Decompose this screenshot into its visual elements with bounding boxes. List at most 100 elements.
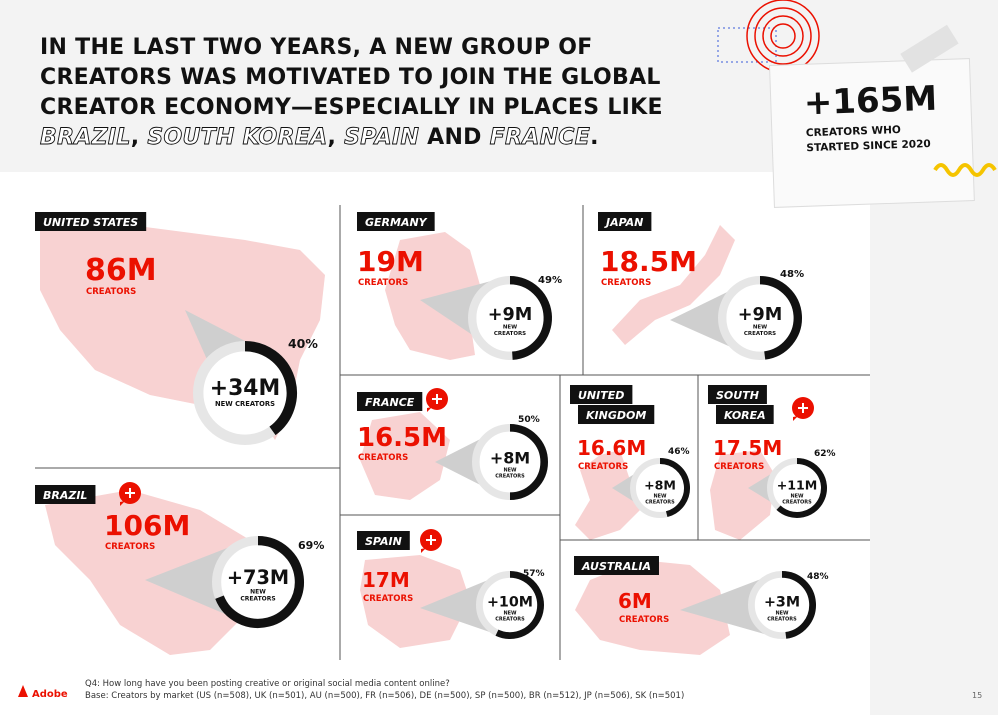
creators-label: CREATORS <box>601 278 651 288</box>
new-creators-value: +73M <box>227 566 289 589</box>
new-creators-label: CREATORS <box>240 596 275 603</box>
creators-label: CREATORS <box>363 594 413 604</box>
title-line: CREATOR ECONOMY—ESPECIALLY IN PLACES LIK… <box>40 95 663 120</box>
title-text: . <box>590 125 599 150</box>
new-creators-value: +8M <box>490 449 530 468</box>
name-box <box>716 405 774 424</box>
name-box <box>357 392 423 411</box>
share-label: 40% <box>288 336 318 351</box>
creators-value: 17M <box>362 568 410 592</box>
creators-label: CREATORS <box>105 542 155 552</box>
new-creators-label: NEW <box>250 589 266 596</box>
name-box <box>708 385 767 404</box>
donut-arc <box>659 458 690 518</box>
dividers <box>35 205 870 660</box>
creators-label: CREATORS <box>358 453 408 463</box>
plus-icon <box>421 548 426 553</box>
new-creators-label: CREATORS <box>744 331 776 337</box>
page-number: 15 <box>972 691 982 700</box>
new-creators-label: CREATORS <box>495 474 525 480</box>
new-creators-label: CREATORS <box>495 616 525 622</box>
share-label: 49% <box>538 275 562 286</box>
new-creators-value: +8M <box>644 477 676 492</box>
creators-value: 16.6M <box>577 436 646 460</box>
squiggle <box>933 163 997 177</box>
market-name: GERMANY <box>365 216 428 229</box>
creators-label: CREATORS <box>578 462 628 472</box>
market-name: KINGDOM <box>586 409 646 422</box>
donut-arc <box>509 424 548 500</box>
new-creators-label: NEW <box>790 493 804 499</box>
name-box <box>35 485 96 504</box>
new-creators-label: NEW <box>503 468 517 474</box>
new-creators-label: NEW <box>503 610 517 616</box>
note: +165M CREATORS WHO STARTED SINCE 2020 <box>768 24 975 208</box>
highlight-word: BRAZIL <box>40 125 131 150</box>
title-line: IN THE LAST TWO YEARS, A NEW GROUP OF <box>40 35 593 60</box>
new-creators-value: +10M <box>487 594 533 610</box>
name-box <box>598 212 652 231</box>
creators-value: 6M <box>618 589 652 613</box>
name-box <box>35 212 147 231</box>
market: UNITEDKINGDOM16.6MCREATORS46%+8MNEWCREAT… <box>570 385 690 518</box>
creators-label: CREATORS <box>619 615 669 625</box>
highlight-word: FRANCE <box>490 125 590 150</box>
new-creators-label: CREATORS <box>645 499 675 505</box>
market-name: UNITED STATES <box>43 216 138 229</box>
name-box <box>357 212 435 231</box>
new-creators-value: +11M <box>777 477 818 492</box>
donut-arc <box>509 276 552 360</box>
adobe-logo <box>18 685 28 697</box>
share-label: 48% <box>807 572 829 582</box>
market-name: UNITED <box>578 389 624 402</box>
name-box <box>570 385 633 404</box>
creators-label: CREATORS <box>86 287 136 297</box>
donut-arc <box>215 536 304 628</box>
new-creators-label: NEW CREATORS <box>215 400 275 408</box>
tape <box>900 24 959 73</box>
creators-value: 86M <box>85 253 157 288</box>
market-name: SPAIN <box>365 535 402 548</box>
title-text: AND <box>419 125 490 150</box>
donut-arc <box>759 276 802 360</box>
share-label: 50% <box>518 415 540 425</box>
market-name: AUSTRALIA <box>581 560 651 573</box>
name-box <box>578 405 655 424</box>
plus-icon <box>426 535 436 545</box>
title-line: CREATORS WAS MOTIVATED TO JOIN THE GLOBA… <box>40 65 661 90</box>
market: SOUTHKOREA17.5MCREATORS62%+11MNEWCREATOR… <box>708 385 836 518</box>
share-label: 62% <box>814 449 836 459</box>
market-name: FRANCE <box>365 396 415 409</box>
new-creators-value: +3M <box>764 594 800 610</box>
plus-icon <box>793 416 798 421</box>
brand: Adobe <box>32 689 68 700</box>
new-creators-label: CREATORS <box>782 499 812 505</box>
creators-value: 19M <box>357 245 424 278</box>
share-label: 46% <box>668 447 690 457</box>
creators-value: 18.5M <box>600 245 697 278</box>
note-paper <box>768 58 975 208</box>
new-creators-label: NEW <box>753 325 767 331</box>
creators-label: CREATORS <box>714 462 764 472</box>
creators-value: 17.5M <box>713 436 782 460</box>
creators-value: 16.5M <box>357 423 447 453</box>
note-text: STARTED SINCE 2020 <box>806 138 931 154</box>
plus-icon <box>125 488 135 498</box>
highlight-word: SOUTH KOREA <box>147 125 327 150</box>
name-box <box>574 556 659 575</box>
title-text: , <box>131 125 148 150</box>
market-name: JAPAN <box>604 216 643 229</box>
share-label: 48% <box>780 269 804 280</box>
donut-arc <box>495 571 544 639</box>
note-text: CREATORS WHO <box>806 124 901 139</box>
new-creators-label: CREATORS <box>767 616 797 622</box>
